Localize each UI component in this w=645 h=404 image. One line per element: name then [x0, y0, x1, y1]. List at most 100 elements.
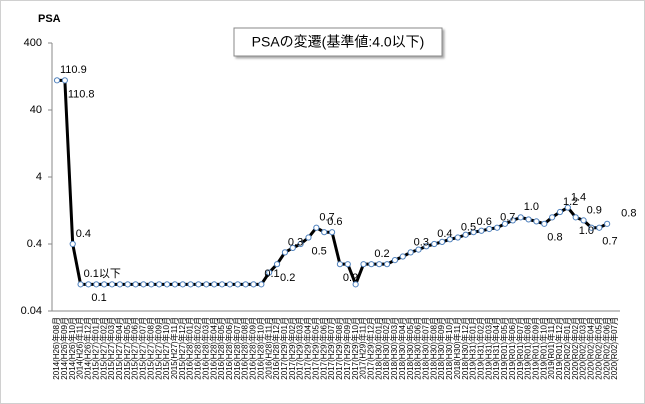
x-tick-label: 2014(H26)年09月 — [59, 317, 69, 380]
point-marker — [596, 224, 603, 231]
x-tick-label: 2019(H31)年04月 — [491, 317, 501, 380]
point-marker — [61, 77, 68, 84]
point-marker — [360, 261, 367, 268]
point-marker — [116, 281, 123, 288]
data-label: 0.5 — [461, 221, 476, 233]
point-marker — [336, 261, 344, 268]
x-tick-label: 2018(H30)年01月 — [373, 317, 383, 380]
x-tick-label: 2019(R01)年11月 — [546, 317, 556, 379]
x-tick-label: 2016(H28)年08月 — [240, 317, 250, 380]
x-tick-label: 2018(H30)年03月 — [389, 317, 399, 380]
x-tick-label: 2016(H28)年09月 — [248, 317, 258, 380]
x-tick-label: 2019(H31)年01月 — [468, 317, 478, 380]
point-marker — [580, 217, 587, 224]
x-tick-label: 2019(R01)年12月 — [554, 317, 564, 380]
x-tick-label: 2016(H28)年06月 — [224, 317, 234, 380]
point-marker — [273, 261, 281, 268]
data-label: 1.4 — [571, 191, 586, 203]
x-tick-label: 2014(H26)年12月 — [83, 317, 93, 380]
point-marker — [187, 281, 194, 288]
point-marker — [399, 253, 406, 260]
point-marker — [572, 214, 579, 221]
point-marker — [203, 281, 210, 288]
point-marker — [352, 281, 359, 288]
x-tick-label: 2020(R02)年05月 — [593, 317, 603, 380]
x-tick-label: 2015(H27)年10月 — [161, 317, 171, 380]
data-label: 0.7 — [500, 212, 515, 224]
point-marker — [564, 204, 571, 211]
point-marker — [297, 240, 304, 248]
point-marker — [470, 229, 477, 236]
point-marker — [242, 281, 249, 288]
point-marker — [195, 281, 202, 288]
point-marker — [179, 281, 186, 288]
x-tick-label: 2016(H28)年05月 — [216, 317, 226, 380]
x-tick-label: 2019(R01)年05月 — [499, 317, 509, 380]
x-tick-label: 2017(H29)年07月 — [326, 317, 336, 380]
x-tick-label: 2019(R01)年09月 — [531, 317, 541, 380]
x-tick-label: 2017(H29)年12月 — [365, 317, 375, 380]
point-marker — [494, 224, 501, 231]
point-marker — [93, 281, 100, 288]
x-tick-label: 2015(H27)年02月 — [98, 317, 108, 380]
x-tick-label: 2016(H28)年04月 — [208, 317, 218, 380]
point-marker — [486, 225, 493, 233]
x-tick-label: 2016(H28)年03月 — [200, 317, 210, 380]
x-tick-label: 2015(H27)年01月 — [90, 317, 100, 380]
x-tick-label: 2015(H27)年12月 — [177, 317, 187, 380]
data-label: 0.5 — [311, 245, 326, 257]
data-label: 0.8 — [547, 232, 562, 244]
point-marker — [501, 220, 509, 227]
point-marker — [163, 281, 171, 288]
y-tick-label: 400 — [24, 37, 42, 49]
point-marker — [140, 281, 147, 288]
point-marker — [226, 281, 234, 288]
title-box — [233, 27, 443, 57]
point-marker — [517, 214, 524, 221]
data-label: 0.6 — [327, 216, 342, 228]
data-label: 110.8 — [68, 88, 95, 100]
x-tick-label: 2017(H29)年03月 — [295, 317, 305, 380]
point-marker — [415, 246, 422, 253]
point-marker — [391, 257, 399, 264]
x-tick-label: 2017(H29)年02月 — [287, 317, 297, 380]
point-marker — [108, 281, 116, 288]
chart-title: PSAの変遷(基準値:4.0以下) — [252, 34, 425, 50]
y-axis-label: PSA — [38, 13, 61, 25]
data-label: 1.2 — [563, 196, 578, 208]
point-marker — [344, 261, 351, 268]
x-tick-label: 2020(R02)年07月 — [609, 317, 619, 380]
point-marker — [462, 231, 469, 238]
point-marker — [258, 281, 265, 288]
x-tick-label: 2018(H30)年09月 — [436, 317, 446, 380]
x-tick-label: 2019(R01)年10月 — [538, 317, 548, 380]
point-marker — [132, 281, 139, 288]
x-tick-label: 2017(H29)年10月 — [350, 317, 360, 380]
point-marker — [148, 281, 155, 288]
x-tick-label: 2019(R01)年07月 — [515, 317, 525, 380]
x-tick-label: 2015(H27)年07月 — [138, 317, 148, 380]
data-label: 110.9 — [60, 64, 87, 76]
x-tick-label: 2020(R02)年02月 — [570, 317, 580, 380]
x-tick-label: 2017(H29)年11月 — [358, 317, 368, 379]
data-label: 1.0 — [579, 225, 594, 237]
point-marker — [604, 220, 611, 227]
x-tick-label: 2018(H30)年12月 — [460, 317, 470, 380]
x-tick-label: 2019(H31)年03月 — [483, 317, 493, 380]
y-tick-label: 0.4 — [27, 238, 42, 250]
point-marker — [211, 281, 218, 288]
data-label: 0.9 — [587, 204, 602, 216]
x-tick-label: 2019(H31)年02月 — [476, 317, 486, 380]
point-marker — [101, 281, 108, 288]
y-tick-label: 40 — [30, 104, 42, 116]
data-label: 0.8 — [621, 208, 636, 220]
point-marker — [171, 281, 178, 288]
x-tick-label: 2015(H27)年04月 — [114, 317, 124, 380]
x-tick-label: 2020(R02)年03月 — [578, 317, 588, 380]
data-label: 1.0 — [524, 201, 539, 213]
x-tick-label: 2018(H30)年07月 — [420, 317, 430, 380]
x-tick-label: 2015(H27)年11月 — [169, 317, 179, 379]
data-label: 0.2 — [343, 272, 358, 284]
